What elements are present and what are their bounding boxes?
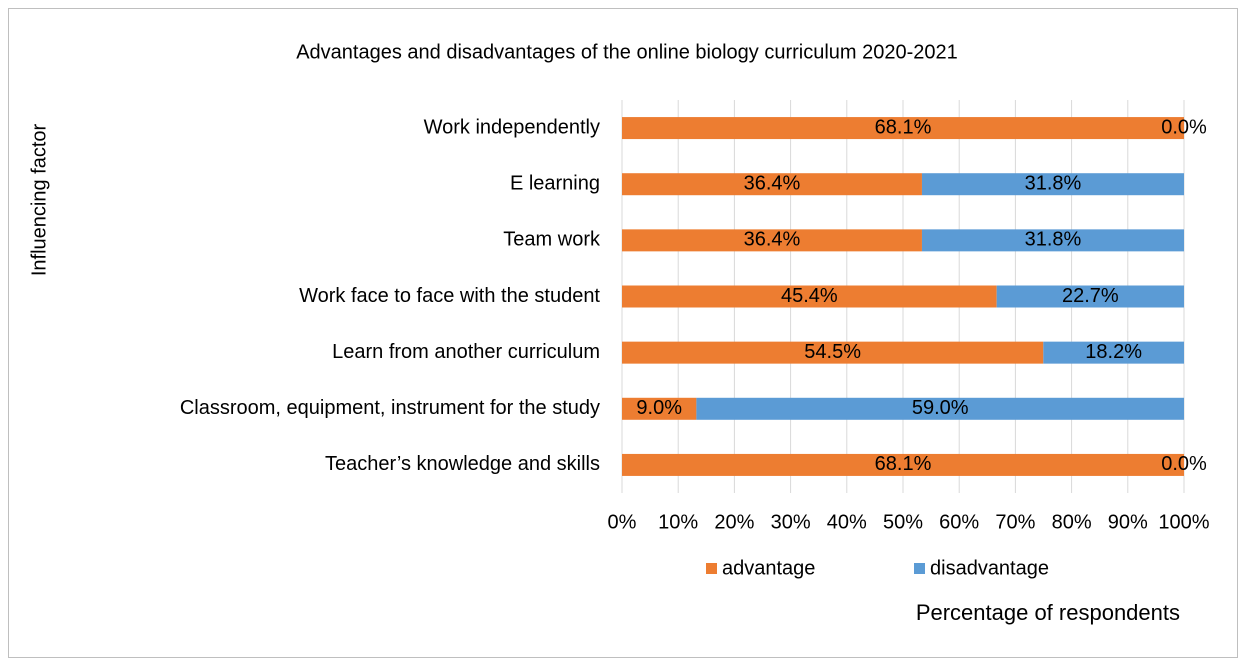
data-label: 36.4% — [744, 172, 801, 194]
x-tick-label: 50% — [883, 511, 923, 533]
y-tick-label: E learning — [510, 172, 600, 194]
data-label: 68.1% — [875, 116, 932, 138]
data-label: 31.8% — [1025, 229, 1082, 251]
legend-swatch — [914, 563, 925, 574]
x-tick-label: 60% — [939, 511, 979, 533]
data-label: 0.0% — [1161, 116, 1207, 138]
x-tick-label: 40% — [827, 511, 867, 533]
bar-segment — [1043, 341, 1184, 364]
x-tick-label: 20% — [714, 511, 754, 533]
data-label: 59.0% — [912, 397, 969, 419]
bar-segment — [996, 285, 1184, 308]
data-label: 18.2% — [1085, 341, 1142, 363]
legend-label: advantage — [722, 557, 815, 579]
data-label: 68.1% — [875, 453, 932, 475]
bar-segment — [921, 173, 1184, 196]
x-tick-label: 10% — [658, 511, 698, 533]
bar-segment — [622, 453, 1184, 476]
data-label: 9.0% — [636, 397, 682, 419]
chart-title: Advantages and disadvantages of the onli… — [296, 41, 958, 63]
data-label: 0.0% — [1161, 453, 1207, 475]
data-label: 22.7% — [1062, 285, 1119, 307]
bar-segment — [622, 285, 997, 308]
bar-segment — [622, 397, 697, 420]
y-tick-label: Work face to face with the student — [299, 285, 600, 307]
x-tick-label: 100% — [1158, 511, 1209, 533]
chart-frame — [8, 8, 1238, 658]
legend-swatch — [706, 563, 717, 574]
y-tick-label: Team work — [503, 229, 601, 251]
bar-segment — [622, 173, 922, 196]
bar-segment — [622, 229, 922, 252]
x-tick-label: 30% — [771, 511, 811, 533]
y-tick-label: Teacher’s knowledge and skills — [325, 453, 600, 475]
x-tick-label: 80% — [1052, 511, 1092, 533]
y-tick-label: Work independently — [424, 116, 600, 138]
y-tick-label: Learn from another curriculum — [332, 341, 600, 363]
bar-segment — [622, 117, 1184, 140]
data-label: 31.8% — [1025, 172, 1082, 194]
y-tick-label: Classroom, equipment, instrument for the… — [180, 397, 600, 419]
bar-segment — [921, 229, 1184, 252]
y-axis-title: Influencing factor — [28, 124, 50, 277]
x-tick-label: 0% — [608, 511, 637, 533]
x-tick-label: 90% — [1108, 511, 1148, 533]
legend-label: disadvantage — [930, 557, 1049, 579]
bar-segment — [696, 397, 1184, 420]
data-label: 54.5% — [804, 341, 861, 363]
data-label: 45.4% — [781, 285, 838, 307]
data-label: 36.4% — [744, 229, 801, 251]
bar-segment — [622, 341, 1044, 364]
x-tick-label: 70% — [995, 511, 1035, 533]
x-axis-title: Percentage of respondents — [916, 600, 1180, 625]
